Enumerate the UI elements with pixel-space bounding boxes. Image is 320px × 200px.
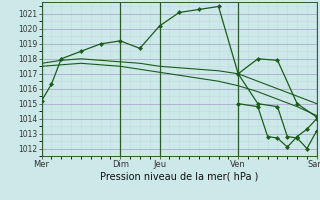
X-axis label: Pression niveau de la mer( hPa ): Pression niveau de la mer( hPa )	[100, 172, 258, 182]
